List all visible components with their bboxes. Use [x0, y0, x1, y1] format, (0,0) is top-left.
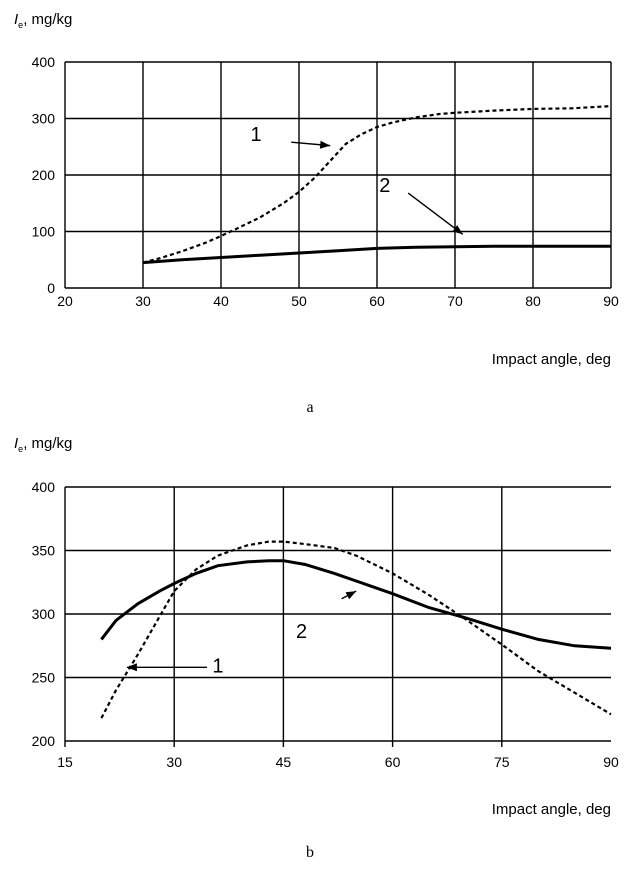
- chart-b-series: [100, 540, 612, 719]
- chart-b-ticks: 200 250 300 350 400 15 30 45 60 75 90: [32, 479, 619, 770]
- chart-a-xtick-50: 50: [291, 293, 307, 309]
- chart-a-ytick-400: 400: [32, 54, 56, 70]
- chart-b-ytick-400: 400: [32, 479, 56, 495]
- chart-a-xtick-40: 40: [213, 293, 229, 309]
- chart-a-arrowhead-2: [452, 225, 463, 235]
- chart-a-label-2: 2: [379, 175, 390, 197]
- chart-b-annotations: 12: [126, 590, 357, 677]
- chart-a-xtick-90: 90: [603, 293, 619, 309]
- chart-a-series: [142, 105, 612, 265]
- chart-b-xlabel: Impact angle, deg: [492, 801, 611, 818]
- chart-a-ytick-0: 0: [47, 280, 55, 296]
- chart-a-ylabel: Ie, mg/kg: [14, 11, 72, 30]
- chart-b-xtick-90: 90: [603, 754, 619, 770]
- chart-b-series-1: [100, 540, 612, 719]
- chart-a-ytick-100: 100: [32, 224, 56, 240]
- chart-a-label-1: 1: [251, 124, 262, 146]
- chart-a-caption: a: [306, 399, 313, 416]
- chart-a-xtick-80: 80: [525, 293, 541, 309]
- chart-a-series-1: [142, 105, 612, 264]
- chart-a-ytick-300: 300: [32, 111, 56, 127]
- chart-b-ytick-350: 350: [32, 543, 56, 559]
- chart-b-label-2: 2: [296, 621, 307, 643]
- chart-b-grid: [64, 486, 611, 747]
- chart-b-label-1: 1: [212, 655, 223, 677]
- chart-a-series-2: [142, 244, 611, 265]
- chart-b-ylabel: Ie, mg/kg: [14, 435, 72, 454]
- chart-a-xlabel: Impact angle, deg: [492, 351, 611, 368]
- chart-a-grid: [64, 61, 612, 289]
- chart-a-arrow-2: [407, 192, 464, 235]
- chart-b-ytick-300: 300: [32, 606, 56, 622]
- chart-b-arrowhead-2: [345, 591, 357, 600]
- chart-a-xtick-20: 20: [57, 293, 73, 309]
- chart-a-ytick-200: 200: [32, 167, 56, 183]
- chart-b-ytick-250: 250: [32, 670, 56, 686]
- chart-a-annotations: 12: [251, 124, 464, 235]
- chart-b-xtick-30: 30: [166, 754, 182, 770]
- chart-b-xtick-15: 15: [57, 754, 73, 770]
- chart-a-xtick-30: 30: [135, 293, 151, 309]
- chart-a-xtick-60: 60: [369, 293, 385, 309]
- chart-b-arrowhead-1: [126, 663, 137, 672]
- chart-a-xtick-70: 70: [447, 293, 463, 309]
- chart-a-arrowhead-1: [319, 140, 331, 149]
- chart-b-xtick-75: 75: [494, 754, 510, 770]
- chart-b-ytick-200: 200: [32, 733, 56, 749]
- chart-a-ticks: 0 100 200 300 400 20 30 40 50 60 70 80 90: [32, 54, 619, 309]
- chart-b-series-2: [100, 559, 612, 650]
- chart-b-caption: b: [306, 844, 314, 861]
- chart-b-xtick-45: 45: [276, 754, 292, 770]
- chart-b-xtick-60: 60: [385, 754, 401, 770]
